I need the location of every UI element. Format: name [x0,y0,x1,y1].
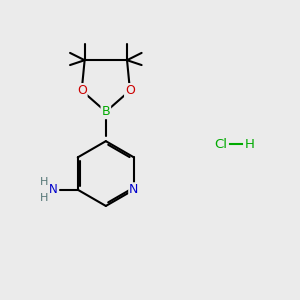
Text: O: O [125,84,135,97]
Text: N: N [49,183,58,196]
Text: O: O [77,84,87,97]
Text: H: H [40,193,48,203]
Text: Cl: Cl [214,138,227,151]
Text: N: N [129,183,139,196]
Text: H: H [40,176,48,187]
Text: H: H [245,138,255,151]
Text: B: B [101,105,110,118]
